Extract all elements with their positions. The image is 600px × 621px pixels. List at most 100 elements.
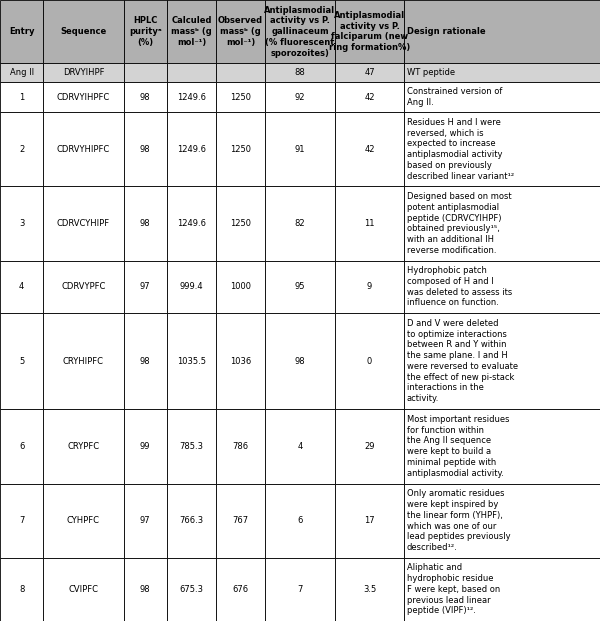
- Text: 999.4: 999.4: [179, 282, 203, 291]
- Bar: [124, 112, 167, 186]
- Text: Most important residues
for function within
the Ang II sequence
were kept to bui: Most important residues for function wit…: [407, 415, 509, 478]
- Bar: [0, 261, 43, 313]
- Bar: [0, 558, 43, 621]
- Text: 0: 0: [367, 356, 372, 366]
- Text: 42: 42: [364, 145, 375, 154]
- Bar: [265, 112, 335, 186]
- Bar: [216, 82, 265, 112]
- Text: 4: 4: [298, 442, 302, 451]
- Bar: [124, 558, 167, 621]
- Text: 1250: 1250: [230, 145, 251, 154]
- Bar: [404, 558, 600, 621]
- Bar: [43, 484, 124, 558]
- Bar: [335, 484, 404, 558]
- Text: 6: 6: [298, 516, 302, 525]
- Text: 17: 17: [364, 516, 375, 525]
- Text: 98: 98: [140, 93, 151, 102]
- Bar: [43, 261, 124, 313]
- Bar: [216, 261, 265, 313]
- Text: Designed based on most
potent antiplasmodial
peptide (CDRVCYIHPF)
obtained previ: Designed based on most potent antiplasmo…: [407, 192, 512, 255]
- Bar: [167, 313, 216, 409]
- Bar: [43, 63, 124, 82]
- Text: 7: 7: [298, 585, 302, 594]
- Bar: [404, 409, 600, 484]
- Bar: [167, 0, 216, 63]
- Bar: [0, 82, 43, 112]
- Bar: [404, 82, 600, 112]
- Text: 7: 7: [19, 516, 24, 525]
- Text: 92: 92: [295, 93, 305, 102]
- Bar: [0, 112, 43, 186]
- Bar: [124, 63, 167, 82]
- Text: Ang II: Ang II: [10, 68, 34, 77]
- Text: DRVYIHPF: DRVYIHPF: [62, 68, 104, 77]
- Bar: [335, 82, 404, 112]
- Text: CYHPFC: CYHPFC: [67, 516, 100, 525]
- Bar: [335, 0, 404, 63]
- Bar: [0, 484, 43, 558]
- Text: 1250: 1250: [230, 219, 251, 228]
- Bar: [404, 484, 600, 558]
- Bar: [404, 313, 600, 409]
- Text: 99: 99: [140, 442, 151, 451]
- Bar: [404, 0, 600, 63]
- Text: 5: 5: [19, 356, 24, 366]
- Bar: [43, 186, 124, 261]
- Text: Antiplasmodial
activity vs P.
gallinaceum
(% fluorescent
sporozoites): Antiplasmodial activity vs P. gallinaceu…: [265, 6, 335, 58]
- Bar: [265, 558, 335, 621]
- Bar: [43, 558, 124, 621]
- Text: 1035.5: 1035.5: [177, 356, 206, 366]
- Text: 1249.6: 1249.6: [177, 93, 206, 102]
- Text: 98: 98: [295, 356, 305, 366]
- Text: Only aromatic residues
were kept inspired by
the linear form (YHPF),
which was o: Only aromatic residues were kept inspire…: [407, 489, 511, 552]
- Bar: [167, 63, 216, 82]
- Text: Aliphatic and
hydrophobic residue
F were kept, based on
previous lead linear
pep: Aliphatic and hydrophobic residue F were…: [407, 563, 500, 615]
- Text: Sequence: Sequence: [60, 27, 107, 36]
- Bar: [43, 112, 124, 186]
- Bar: [335, 261, 404, 313]
- Text: 1000: 1000: [230, 282, 251, 291]
- Text: 6: 6: [19, 442, 24, 451]
- Text: CRYPFC: CRYPFC: [67, 442, 100, 451]
- Bar: [43, 82, 124, 112]
- Text: CDRVCYHIPF: CDRVCYHIPF: [57, 219, 110, 228]
- Bar: [265, 186, 335, 261]
- Text: 1249.6: 1249.6: [177, 219, 206, 228]
- Bar: [216, 313, 265, 409]
- Text: CDRVYHIPFC: CDRVYHIPFC: [57, 145, 110, 154]
- Text: WT peptide: WT peptide: [407, 68, 455, 77]
- Bar: [404, 112, 600, 186]
- Bar: [265, 0, 335, 63]
- Bar: [216, 484, 265, 558]
- Text: 8: 8: [19, 585, 24, 594]
- Text: 786: 786: [233, 442, 248, 451]
- Bar: [335, 112, 404, 186]
- Text: HPLC
purityᵃ
(%): HPLC purityᵃ (%): [129, 16, 161, 47]
- Bar: [43, 409, 124, 484]
- Bar: [43, 313, 124, 409]
- Bar: [216, 112, 265, 186]
- Text: 95: 95: [295, 282, 305, 291]
- Bar: [0, 0, 43, 63]
- Text: 3.5: 3.5: [363, 585, 376, 594]
- Text: 785.3: 785.3: [179, 442, 203, 451]
- Text: 47: 47: [364, 68, 375, 77]
- Bar: [167, 82, 216, 112]
- Bar: [124, 186, 167, 261]
- Bar: [265, 82, 335, 112]
- Text: 98: 98: [140, 145, 151, 154]
- Text: Antiplasmodial
activity vs P.
falciparum (new
ring formation%): Antiplasmodial activity vs P. falciparum…: [329, 11, 410, 52]
- Text: Calculed
massᵇ (g
mol⁻¹): Calculed massᵇ (g mol⁻¹): [171, 16, 212, 47]
- Bar: [335, 558, 404, 621]
- Bar: [265, 484, 335, 558]
- Bar: [124, 409, 167, 484]
- Bar: [216, 63, 265, 82]
- Text: 98: 98: [140, 219, 151, 228]
- Bar: [124, 313, 167, 409]
- Bar: [167, 558, 216, 621]
- Text: 2: 2: [19, 145, 24, 154]
- Text: 97: 97: [140, 282, 151, 291]
- Text: 11: 11: [364, 219, 375, 228]
- Text: 676: 676: [233, 585, 248, 594]
- Text: 4: 4: [19, 282, 24, 291]
